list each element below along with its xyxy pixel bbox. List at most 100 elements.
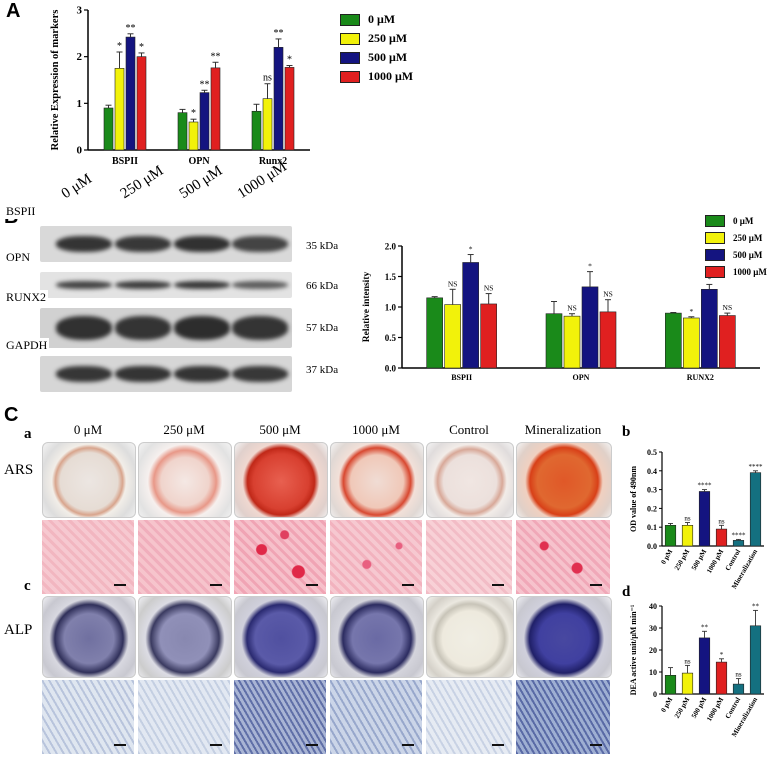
ars-well-1000um xyxy=(330,442,424,518)
blot-strip-gapdh xyxy=(40,356,292,392)
ars-micrograph-500um xyxy=(234,520,326,594)
blot-band-lane-1000 xyxy=(232,316,288,340)
chart-cd-y-tick-label: 20 xyxy=(649,646,657,655)
ars-well-500um xyxy=(234,442,328,518)
legend-swatch xyxy=(340,51,360,64)
ars-well-control xyxy=(426,442,514,518)
scale-bar xyxy=(492,744,504,746)
chart-a-significance-label: * xyxy=(287,55,292,66)
panel-c-d-letter: d xyxy=(622,584,631,600)
blot-band-lane-250 xyxy=(115,281,171,289)
legend-label: 250 μM xyxy=(733,232,763,243)
legend-label: 0 μM xyxy=(368,12,396,26)
chart-cb-significance-label: **** xyxy=(749,463,764,471)
chart-cb-bar xyxy=(664,525,677,547)
blot-band-lane-1000 xyxy=(232,236,288,252)
chart-cb-bar xyxy=(732,540,745,547)
chart-b-significance-label: NS xyxy=(723,303,733,312)
blot-band-lane-0 xyxy=(56,281,112,289)
chart-cb-significance-label: **** xyxy=(698,482,713,490)
blot-band-lane-250 xyxy=(115,366,171,382)
chart-a-significance-label: ** xyxy=(200,79,210,90)
chart-a-significance-label: ** xyxy=(274,28,284,39)
legend-item: 250 μM xyxy=(705,229,768,246)
chart-cb-y-tick-label: 0.1 xyxy=(647,523,657,532)
chart-b-category-label: BSPII xyxy=(451,373,472,382)
western-blot: BSPII 35 kDa OPN 66 kDa RUNX2 57 kDa GAPDH 37 k… xyxy=(0,0,360,400)
legend-label: 250 μM xyxy=(368,31,408,45)
chart-cb-bar xyxy=(715,528,728,547)
panel-c-b-letter: b xyxy=(622,424,631,440)
legend-item: 250 μM xyxy=(340,29,460,48)
stain-column-label: 250 μM xyxy=(163,422,205,437)
chart-b-significance-label: NS xyxy=(603,290,613,299)
chart-cd-bar xyxy=(732,683,745,695)
blot-band-lane-500 xyxy=(174,281,230,289)
ars-well-0um xyxy=(42,442,136,518)
stain-column-label: 0 μM xyxy=(73,422,103,437)
chart-a-category-label: OPN xyxy=(188,156,210,167)
chart-b-y-tick-label: 1.0 xyxy=(385,303,397,313)
chart-a-significance-label: ** xyxy=(211,51,221,62)
chart-b-bar xyxy=(480,303,497,369)
scale-bar xyxy=(114,744,126,746)
stain-column-label: Mineralization xyxy=(524,422,602,437)
chart-a-category-label: BSPII xyxy=(112,156,138,167)
ars-micrograph-250um xyxy=(138,520,230,594)
chart-cb-significance-label: ns xyxy=(718,517,725,525)
legend-swatch xyxy=(705,265,725,278)
chart-b-bar xyxy=(683,317,700,369)
chart-b-bar xyxy=(599,311,617,369)
blot-strip-opn xyxy=(40,272,292,298)
blot-band-lane-500 xyxy=(174,366,230,382)
scale-bar xyxy=(306,584,318,586)
scale-bar xyxy=(210,584,222,586)
panel-c-a-letter: a xyxy=(24,426,32,442)
chart-b-significance-label: NS xyxy=(484,284,494,293)
blot-row-label: OPN xyxy=(4,250,33,265)
chart-cd-y-axis-label: DEA active unit/μM min⁻¹ xyxy=(629,604,638,695)
scale-bar xyxy=(114,584,126,586)
legend-a: 0 μM 250 μM 500 μM 1000 μM xyxy=(340,10,460,86)
chart-cb-y-tick-label: 0.5 xyxy=(647,448,657,457)
legend-item: 500 μM xyxy=(340,48,460,67)
scale-bar xyxy=(590,744,602,746)
chart-cd-y-tick-label: 40 xyxy=(649,602,657,611)
scale-bar xyxy=(402,584,414,586)
ars-micrograph-1000um xyxy=(330,520,422,594)
legend-swatch xyxy=(705,248,725,261)
alp-micrograph-mineralization xyxy=(516,680,610,754)
legend-item: 0 μM xyxy=(340,10,460,29)
chart-b-y-tick-label: 2.0 xyxy=(385,242,397,252)
blot-band-lane-250 xyxy=(115,316,171,340)
scale-bar xyxy=(402,744,414,746)
chart-b-bar xyxy=(426,297,443,369)
chart-b-significance-label: * xyxy=(707,274,711,283)
scale-bar xyxy=(590,584,602,586)
blot-band-lane-0 xyxy=(56,366,112,382)
legend-b: 0 μM 250 μM 500 μM 1000 μM xyxy=(705,212,768,280)
alp-micrograph-0um xyxy=(42,680,134,754)
chart-a-y-tick-label: 3 xyxy=(77,5,83,17)
ars-well-250um xyxy=(138,442,232,518)
chart-cd-y-tick-label: 30 xyxy=(649,624,657,633)
alp-well-1000um xyxy=(330,596,424,678)
blot-kda-label: 57 kDa xyxy=(306,322,339,334)
chart-cb-y-tick-label: 0.3 xyxy=(647,486,657,495)
blot-kda-label: 66 kDa xyxy=(306,280,339,292)
chart-b-y-axis-label: Relative intensity xyxy=(362,272,372,343)
legend-swatch xyxy=(705,214,725,227)
chart-cb-y-tick-label: 0.0 xyxy=(647,542,657,551)
blot-band-lane-500 xyxy=(174,316,230,340)
blot-row-label: GAPDH xyxy=(4,338,50,353)
chart-a-significance-label: ns xyxy=(263,73,272,84)
chart-cd-significance-label: ** xyxy=(701,623,709,631)
stain-column-label: 1000 μM xyxy=(352,422,400,437)
alp-well-250um xyxy=(138,596,232,678)
alp-well-mineralization xyxy=(516,596,612,678)
alp-well-control xyxy=(426,596,514,678)
chart-cb-bar xyxy=(698,491,711,547)
chart-b-bar xyxy=(701,289,718,369)
legend-swatch xyxy=(340,13,360,26)
